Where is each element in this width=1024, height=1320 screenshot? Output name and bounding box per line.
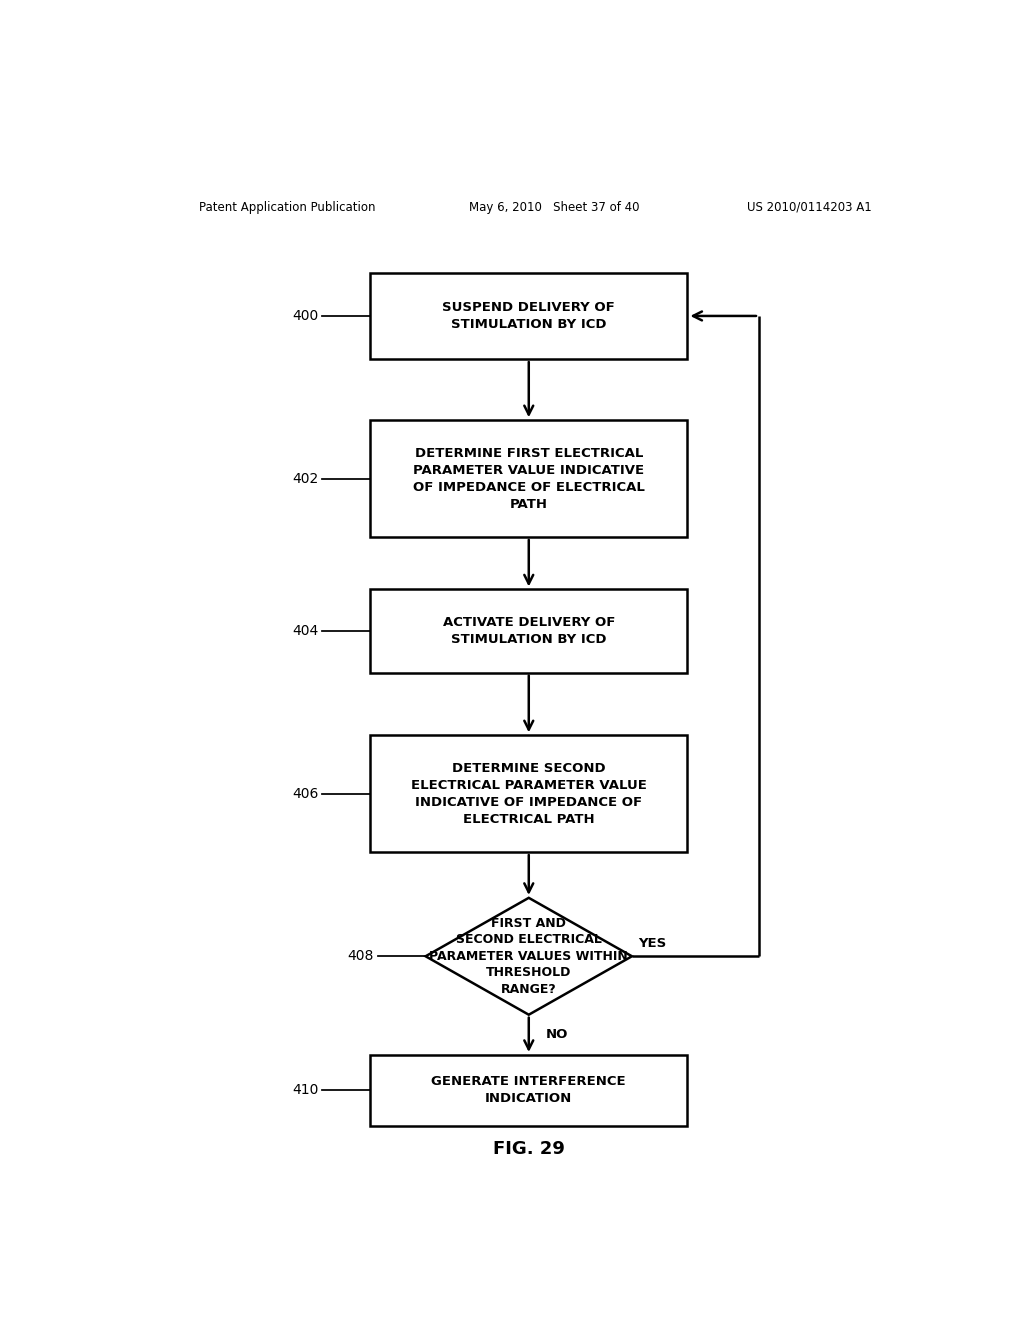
Text: US 2010/0114203 A1: US 2010/0114203 A1	[748, 201, 871, 214]
Text: YES: YES	[638, 937, 667, 950]
Text: ACTIVATE DELIVERY OF
STIMULATION BY ICD: ACTIVATE DELIVERY OF STIMULATION BY ICD	[442, 616, 615, 645]
Text: 410: 410	[292, 1084, 318, 1097]
Bar	[370, 1055, 687, 1126]
Text: DETERMINE SECOND
ELECTRICAL PARAMETER VALUE
INDICATIVE OF IMPEDANCE OF
ELECTRICA: DETERMINE SECOND ELECTRICAL PARAMETER VA…	[411, 762, 647, 825]
Text: 406: 406	[292, 787, 318, 801]
Text: FIRST AND
SECOND ELECTRICAL
PARAMETER VALUES WITHIN
THRESHOLD
RANGE?: FIRST AND SECOND ELECTRICAL PARAMETER VA…	[429, 917, 628, 995]
Text: 404: 404	[292, 624, 318, 638]
Text: SUSPEND DELIVERY OF
STIMULATION BY ICD: SUSPEND DELIVERY OF STIMULATION BY ICD	[442, 301, 615, 331]
Text: DETERMINE FIRST ELECTRICAL
PARAMETER VALUE INDICATIVE
OF IMPEDANCE OF ELECTRICAL: DETERMINE FIRST ELECTRICAL PARAMETER VAL…	[413, 446, 645, 511]
Text: 402: 402	[292, 471, 318, 486]
Bar	[370, 420, 687, 537]
Text: FIG. 29: FIG. 29	[493, 1140, 564, 1159]
Text: 408: 408	[347, 949, 374, 964]
Text: Patent Application Publication: Patent Application Publication	[200, 201, 376, 214]
Text: 400: 400	[292, 309, 318, 323]
Bar	[370, 589, 687, 673]
Polygon shape	[426, 898, 632, 1015]
Bar	[370, 273, 687, 359]
Text: May 6, 2010   Sheet 37 of 40: May 6, 2010 Sheet 37 of 40	[469, 201, 640, 214]
Text: NO: NO	[546, 1028, 568, 1041]
Text: GENERATE INTERFERENCE
INDICATION: GENERATE INTERFERENCE INDICATION	[431, 1076, 626, 1105]
Bar	[370, 735, 687, 853]
